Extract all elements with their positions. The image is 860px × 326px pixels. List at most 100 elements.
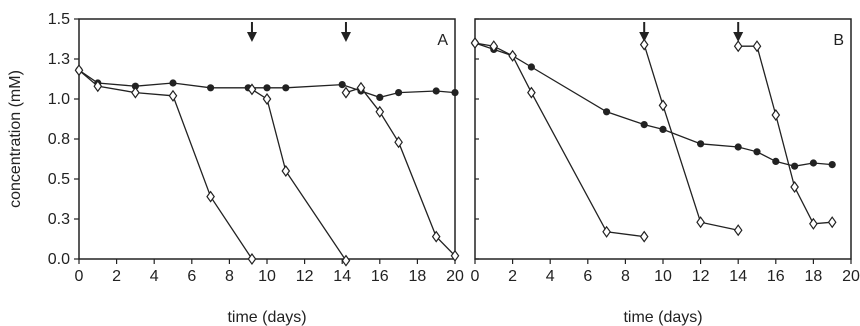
data-point-diamond bbox=[809, 217, 818, 230]
x-tick-label: 16 bbox=[371, 268, 389, 285]
x-tick-label: 8 bbox=[621, 268, 630, 285]
x-tick-label: 6 bbox=[583, 268, 592, 285]
data-point-diamond bbox=[752, 40, 762, 53]
arrow-head bbox=[340, 32, 351, 42]
data-point-circle bbox=[338, 81, 346, 89]
data-point-diamond bbox=[790, 180, 799, 194]
panel-a: 0 2 4 6 8 10 12 14 16 18 20 0.0 0.3 0.5 0.8 1.0 1.3 1.5 ti… bbox=[7, 11, 464, 326]
data-point-circle bbox=[809, 159, 818, 167]
x-tick-label: 2 bbox=[508, 268, 517, 285]
x-tick-label: 18 bbox=[805, 268, 823, 285]
x-tick-label: 2 bbox=[112, 268, 121, 285]
data-point-diamond bbox=[281, 164, 291, 178]
y-tick-label: 0.8 bbox=[48, 131, 70, 148]
y-tick-label: 1.3 bbox=[48, 51, 70, 68]
data-point-circle bbox=[282, 84, 290, 92]
series-line bbox=[738, 45, 833, 225]
data-point-diamond bbox=[602, 225, 611, 238]
x-tick-label: 18 bbox=[409, 268, 427, 285]
data-point-diamond bbox=[696, 216, 705, 229]
data-point-diamond bbox=[375, 105, 385, 118]
data-point-diamond bbox=[262, 92, 272, 106]
y-tick-label: 0.0 bbox=[48, 251, 70, 268]
data-point-diamond bbox=[356, 81, 366, 94]
data-point-diamond bbox=[394, 136, 403, 149]
data-point-circle bbox=[432, 87, 440, 95]
x-tick-label: 12 bbox=[692, 268, 710, 285]
x-tick-label: 20 bbox=[446, 268, 464, 285]
panel-b: 0 2 4 6 8 10 12 14 16 18 20 time (days) B bbox=[471, 18, 860, 326]
data-point-diamond bbox=[450, 249, 460, 262]
data-point-diamond bbox=[639, 230, 649, 243]
data-point-circle bbox=[640, 121, 648, 129]
data-point-diamond bbox=[658, 99, 668, 112]
data-point-circle bbox=[263, 84, 271, 92]
data-point-diamond bbox=[93, 80, 103, 93]
x-tick-label: 0 bbox=[471, 268, 480, 285]
data-point-diamond bbox=[247, 83, 257, 96]
data-point-circle bbox=[772, 157, 780, 165]
data-point-diamond bbox=[489, 40, 499, 53]
data-point-circle bbox=[207, 84, 215, 92]
y-axis-title: concentration (mM) bbox=[7, 70, 24, 208]
data-point-diamond bbox=[206, 190, 215, 203]
series-line bbox=[474, 42, 645, 238]
x-tick-label: 20 bbox=[842, 268, 860, 285]
x-tick-label: 14 bbox=[333, 268, 351, 285]
series-line bbox=[474, 42, 833, 167]
data-point-circle bbox=[131, 82, 139, 90]
data-point-circle bbox=[753, 148, 761, 156]
x-tick-label: 12 bbox=[296, 268, 314, 285]
y-tick-label: 0.5 bbox=[48, 171, 70, 188]
data-point-circle bbox=[791, 162, 799, 170]
data-point-circle bbox=[451, 89, 459, 97]
x-tick-label: 10 bbox=[654, 268, 672, 285]
panel-label: B bbox=[833, 32, 844, 49]
data-point-circle bbox=[828, 161, 836, 169]
x-axis-title: time (days) bbox=[227, 309, 306, 326]
data-point-circle bbox=[376, 93, 384, 101]
data-point-circle bbox=[169, 79, 177, 87]
arrow-head bbox=[246, 32, 257, 42]
data-point-diamond bbox=[247, 252, 257, 266]
data-point-circle bbox=[659, 125, 667, 133]
data-point-circle bbox=[395, 89, 403, 97]
y-tick-label: 1.0 bbox=[48, 91, 70, 108]
data-point-circle bbox=[603, 108, 611, 116]
x-tick-label: 8 bbox=[225, 268, 234, 285]
series-line bbox=[643, 44, 739, 231]
data-point-circle bbox=[734, 143, 742, 151]
x-tick-label: 6 bbox=[187, 268, 196, 285]
x-tick-label: 0 bbox=[75, 268, 84, 285]
panel-label: A bbox=[437, 32, 448, 49]
data-point-diamond bbox=[431, 230, 441, 243]
data-point-diamond bbox=[341, 254, 351, 267]
x-tick-label: 10 bbox=[258, 268, 276, 285]
data-point-circle bbox=[697, 140, 705, 148]
series-line bbox=[251, 88, 347, 261]
arrow-head bbox=[639, 32, 650, 42]
arrow-head bbox=[733, 32, 744, 42]
data-point-diamond bbox=[827, 216, 837, 229]
series-line bbox=[345, 87, 456, 257]
x-tick-label: 4 bbox=[150, 268, 159, 285]
plot-frame bbox=[474, 18, 852, 260]
data-point-diamond bbox=[527, 86, 536, 99]
x-tick-label: 4 bbox=[546, 268, 555, 285]
data-point-diamond bbox=[639, 38, 649, 51]
data-point-diamond bbox=[341, 86, 351, 99]
data-point-diamond bbox=[733, 224, 743, 237]
data-point-diamond bbox=[771, 108, 781, 122]
x-tick-label: 14 bbox=[729, 268, 747, 285]
data-point-circle bbox=[527, 63, 536, 71]
data-point-diamond bbox=[733, 40, 743, 53]
y-tick-label: 0.3 bbox=[48, 211, 70, 228]
x-axis-title: time (days) bbox=[623, 309, 702, 326]
series-line bbox=[78, 69, 253, 260]
data-point-diamond bbox=[508, 49, 517, 62]
y-tick-label: 1.5 bbox=[48, 11, 70, 28]
data-point-diamond bbox=[131, 86, 140, 99]
data-point-diamond bbox=[168, 89, 178, 102]
x-tick-label: 16 bbox=[767, 268, 785, 285]
